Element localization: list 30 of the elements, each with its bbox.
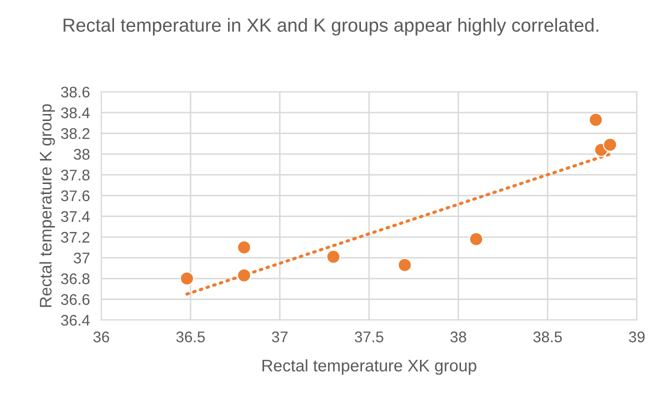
point: [588, 112, 603, 127]
point: [398, 258, 412, 272]
point: [469, 232, 484, 246]
y-tick-label: 37.6: [61, 190, 90, 202]
point: [326, 250, 341, 264]
y-tick-label: 38.2: [61, 128, 90, 139]
y-tick-label: 37.8: [61, 170, 90, 180]
y-tick-label: 37.2: [61, 232, 90, 243]
y-axis-title: Rectal temperature K group: [39, 104, 55, 307]
y-tick-label: 37: [74, 252, 90, 264]
y-tick-label: 36.8: [61, 273, 90, 284]
x-axis-title: Rectal temperature XK group: [262, 359, 476, 375]
x-tick-label: 38: [450, 332, 466, 342]
x-tick-label: 38.5: [533, 332, 562, 342]
y-tick-label: 38: [74, 148, 90, 160]
point: [180, 271, 194, 286]
point: [602, 138, 618, 152]
x-tick-label: 37.5: [354, 332, 384, 342]
y-tick-label: 36.6: [61, 294, 90, 305]
x-tick-label: 36: [93, 332, 110, 342]
x-tick-label: 36.5: [176, 332, 205, 342]
y-tick-label: 37.4: [61, 211, 90, 222]
x-tick-label: 39: [628, 332, 645, 342]
x-tick-label: 37: [272, 332, 288, 342]
y-tick-label: 36.4: [61, 314, 90, 326]
y-tick-label: 38.6: [61, 86, 90, 98]
point: [236, 268, 252, 283]
chart-title: Rectal temperature in XK and K groups appear highly correlated.: [64, 18, 598, 36]
point: [236, 240, 252, 255]
y-tick-label: 38.4: [61, 107, 90, 118]
